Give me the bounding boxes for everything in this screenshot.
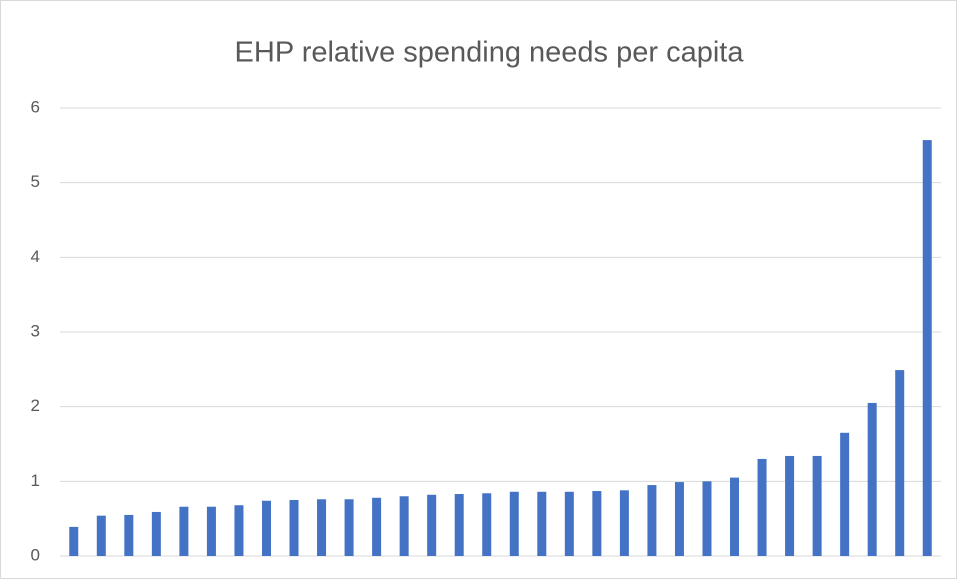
bar [537, 491, 547, 556]
bar [317, 499, 327, 556]
bar [785, 455, 795, 556]
bar [372, 497, 382, 556]
bar [812, 455, 822, 556]
bar [261, 500, 271, 556]
bar [69, 526, 79, 556]
bar [399, 496, 409, 556]
bar [619, 490, 629, 556]
chart-title: EHP relative spending needs per capita [235, 37, 745, 69]
y-tick-label: 1 [31, 471, 40, 490]
bar [344, 499, 354, 556]
bar [427, 494, 437, 556]
bar [730, 477, 740, 556]
bar [674, 482, 684, 556]
bar [96, 515, 106, 556]
bar [482, 493, 492, 556]
y-tick-label: 5 [31, 172, 40, 191]
bar [234, 505, 244, 556]
y-tick-label: 2 [31, 396, 40, 415]
bar [592, 491, 602, 556]
bar [151, 511, 161, 556]
bar [289, 500, 299, 556]
bar [564, 491, 574, 556]
bar [454, 494, 464, 556]
y-tick-label: 6 [31, 97, 40, 116]
bar [179, 506, 189, 556]
bar [124, 514, 134, 556]
bar [757, 458, 767, 556]
y-tick-label: 3 [31, 321, 40, 340]
bar [509, 491, 519, 556]
y-tick-label: 0 [31, 545, 40, 564]
bar [206, 506, 216, 556]
bar [922, 140, 932, 556]
bar [702, 481, 712, 556]
bar [867, 402, 877, 556]
bar [647, 485, 657, 556]
y-tick-label: 4 [31, 247, 40, 266]
bar [840, 432, 850, 556]
bar [895, 370, 905, 556]
